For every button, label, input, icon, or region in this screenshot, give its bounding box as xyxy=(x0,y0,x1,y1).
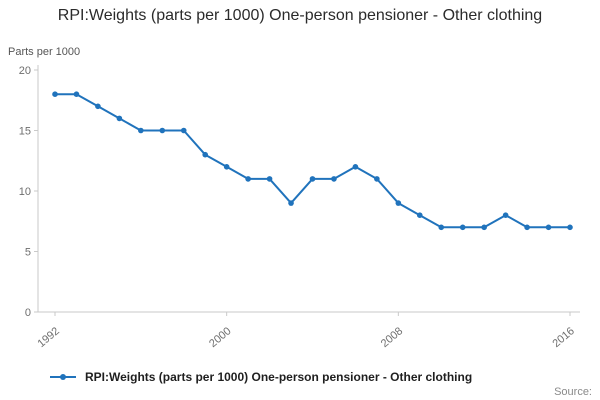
chart-title: RPI:Weights (parts per 1000) One-person … xyxy=(57,7,543,24)
svg-text:1992: 1992 xyxy=(35,325,61,350)
source-label: Source: xyxy=(554,386,592,398)
svg-text:2000: 2000 xyxy=(207,325,233,350)
svg-text:15: 15 xyxy=(19,126,31,138)
svg-text:2016: 2016 xyxy=(550,325,576,350)
y-axis-unit-label: Parts per 1000 xyxy=(8,46,81,58)
svg-text:0: 0 xyxy=(25,307,31,319)
svg-text:20: 20 xyxy=(19,65,31,77)
legend-label: RPI:Weights (parts per 1000) One-person … xyxy=(85,370,473,384)
legend-marker xyxy=(50,374,76,380)
svg-text:2008: 2008 xyxy=(379,325,405,350)
legend: RPI:Weights (parts per 1000) One-person … xyxy=(48,370,472,384)
svg-text:5: 5 xyxy=(25,247,31,259)
svg-text:10: 10 xyxy=(19,186,31,198)
